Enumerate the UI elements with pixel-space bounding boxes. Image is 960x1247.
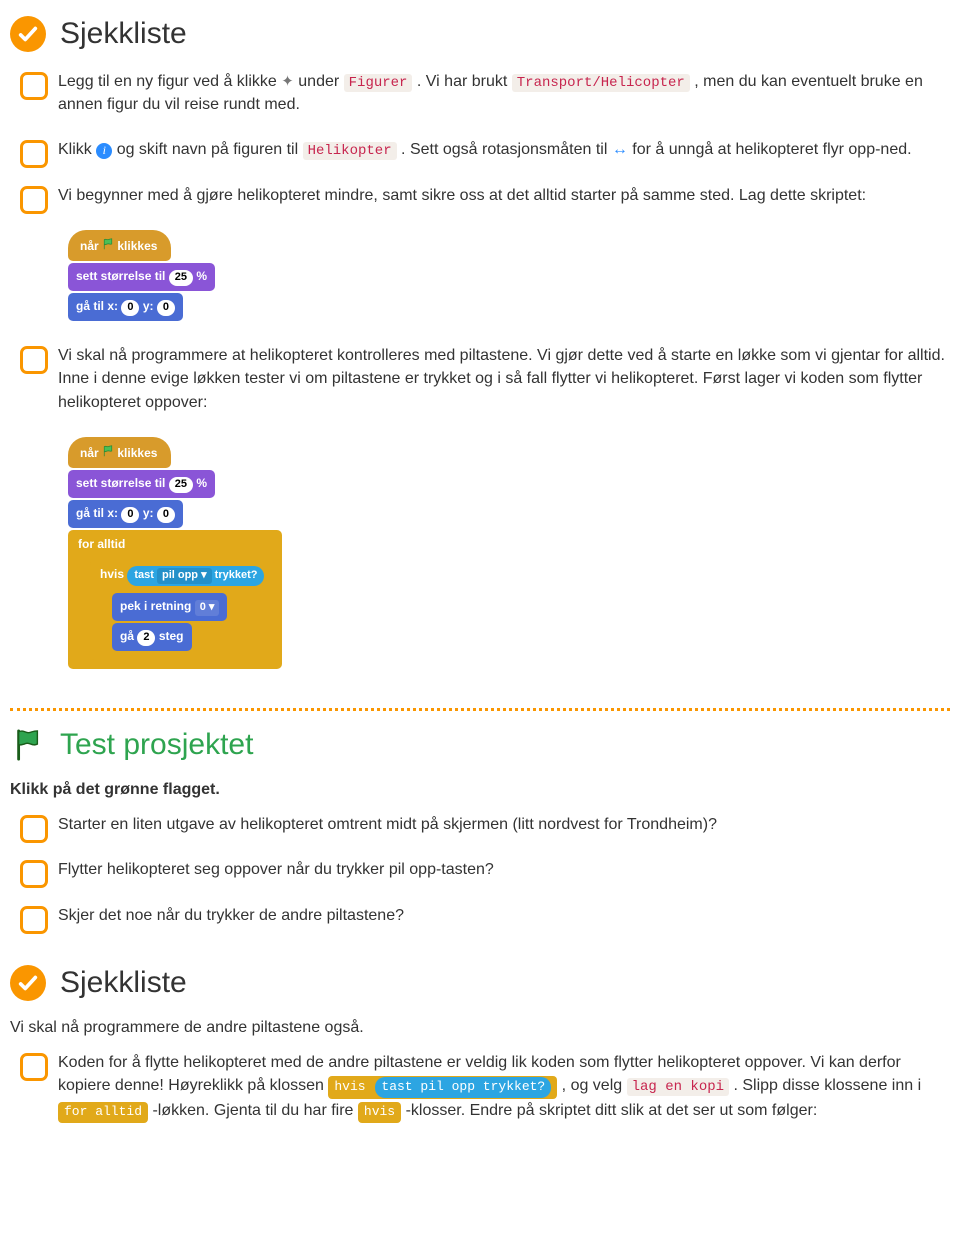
text: Legg til en ny figur ved å klikke <box>58 73 281 90</box>
block-looks: sett størrelse til 25 % <box>68 263 215 291</box>
green-flag-icon <box>102 445 114 457</box>
label: steg <box>159 629 184 643</box>
block-sensing: tast pil opp ▾ trykket? <box>127 566 264 586</box>
block-motion: gå til x: 0 y: 0 <box>68 293 183 321</box>
green-flag-icon <box>102 238 114 250</box>
value: 0 <box>121 300 139 316</box>
test-lead: Klikk på det grønne flagget. <box>10 781 950 799</box>
label: tast <box>134 569 154 581</box>
sprite-icon: ✦ <box>281 71 294 93</box>
checklist-item[interactable]: Flytter helikopteret seg oppover når du … <box>20 858 950 881</box>
label: hvis <box>100 567 124 581</box>
checklist-2: Koden for å flytte helikopteret med de a… <box>10 1051 950 1123</box>
inline-control-tag: hvis <box>358 1102 401 1123</box>
block-motion: pek i retning 0 ▾ <box>112 593 227 621</box>
label: y: <box>143 299 154 313</box>
block-forever: for alltid hvis tast pil opp ▾ trykket? <box>68 530 282 669</box>
value: 25 <box>169 477 193 493</box>
label: gå til x: <box>76 506 118 520</box>
text: . Sett også rotasjonsmåten til <box>401 141 612 158</box>
text: , og velg <box>562 1077 627 1094</box>
checklist-item[interactable]: Legg til en ny figur ved å klikke ✦ unde… <box>20 70 950 116</box>
label: sett størrelse til <box>76 476 165 490</box>
text: . Vi har brukt <box>417 73 512 90</box>
check-icon <box>10 965 46 1001</box>
label: pek i retning <box>120 599 191 613</box>
value: 2 <box>137 630 155 646</box>
label: når <box>80 239 99 253</box>
text: -klosser. Endre på skriptet ditt slik at… <box>406 1102 818 1119</box>
scratch-script-2: når klikkes sett størrelse til 25 % gå t… <box>68 436 950 670</box>
inline-control-tag: hvis tast pil opp trykket? <box>328 1076 557 1099</box>
green-flag-icon <box>10 727 46 763</box>
value: 25 <box>169 270 193 286</box>
section-sjekkliste-2: Sjekkliste <box>10 965 950 1001</box>
label: gå <box>120 629 134 643</box>
label: klikkes <box>117 239 157 253</box>
label: y: <box>143 506 154 520</box>
checklist-1: Legg til en ny figur ved å klikke ✦ unde… <box>10 70 950 670</box>
value: 0 <box>121 507 139 523</box>
text: Vi begynner med å gjøre helikopteret min… <box>58 187 866 204</box>
checklist-item[interactable]: Klikk i og skift navn på figuren til Hel… <box>20 138 950 161</box>
checklist-item[interactable]: Starter en liten utgave av helikopteret … <box>20 813 950 836</box>
section-title-text: Sjekkliste <box>60 17 187 51</box>
section-title-text: Test prosjektet <box>60 728 253 762</box>
text: Skjer det noe når du trykker de andre pi… <box>58 907 404 924</box>
label: sett størrelse til <box>76 269 165 283</box>
text: Flytter helikopteret seg oppover når du … <box>58 861 494 878</box>
text: Vi skal nå programmere at helikopteret k… <box>58 347 945 410</box>
label: klikkes <box>117 446 157 460</box>
inline-control-tag: for alltid <box>58 1102 148 1123</box>
label: % <box>196 269 207 283</box>
keyword: Helikopter <box>303 142 397 160</box>
section-sjekkliste-1: Sjekkliste <box>10 16 950 52</box>
value: 0 <box>157 507 175 523</box>
dropdown: 0 ▾ <box>195 600 220 616</box>
checklist-item[interactable]: Skjer det noe når du trykker de andre pi… <box>20 904 950 927</box>
sjekkliste2-lead: Vi skal nå programmere de andre piltaste… <box>10 1019 950 1037</box>
block-if: hvis tast pil opp ▾ trykket? pek i retni… <box>90 560 274 660</box>
divider <box>10 708 950 711</box>
dropdown: pil opp ▾ <box>157 568 212 584</box>
section-title-text: Sjekkliste <box>60 966 187 1000</box>
label: gå til x: <box>76 299 118 313</box>
checklist-item[interactable]: Vi skal nå programmere at helikopteret k… <box>20 344 950 670</box>
checklist-item[interactable]: Koden for å flytte helikopteret med de a… <box>20 1051 950 1123</box>
keyword: lag en kopi <box>627 1078 729 1096</box>
text: Starter en liten utgave av helikopteret … <box>58 816 717 833</box>
block-motion: gå til x: 0 y: 0 <box>68 500 183 528</box>
label: når <box>80 446 99 460</box>
block-looks: sett størrelse til 25 % <box>68 470 215 498</box>
checklist-item[interactable]: Vi begynner med å gjøre helikopteret min… <box>20 184 950 322</box>
label: for alltid <box>76 535 129 557</box>
text: . Slipp disse klossene inn i <box>733 1077 921 1094</box>
text: og skift navn på figuren til <box>117 141 303 158</box>
check-icon <box>10 16 46 52</box>
keyword: Figurer <box>344 74 413 92</box>
label: trykket? <box>215 569 258 581</box>
label: % <box>196 476 207 490</box>
scratch-script-1: når klikkes sett størrelse til 25 % gå t… <box>68 229 950 322</box>
inline-sensing-tag: tast pil opp trykket? <box>375 1077 551 1098</box>
block-motion: gå 2 steg <box>112 623 192 651</box>
section-test: Test prosjektet <box>10 727 950 763</box>
checklist-test: Starter en liten utgave av helikopteret … <box>10 813 950 927</box>
text: under <box>298 73 343 90</box>
value: 0 <box>157 300 175 316</box>
text: Klikk <box>58 141 96 158</box>
block-hat: når klikkes <box>68 437 171 468</box>
info-icon: i <box>96 143 112 159</box>
left-right-arrow-icon: ↔ <box>612 138 628 161</box>
text: for å unngå at helikopteret flyr opp-ned… <box>632 141 911 158</box>
keyword: Transport/Helicopter <box>512 74 690 92</box>
text: -løkken. Gjenta til du har fire <box>152 1102 357 1119</box>
block-hat: når klikkes <box>68 230 171 261</box>
